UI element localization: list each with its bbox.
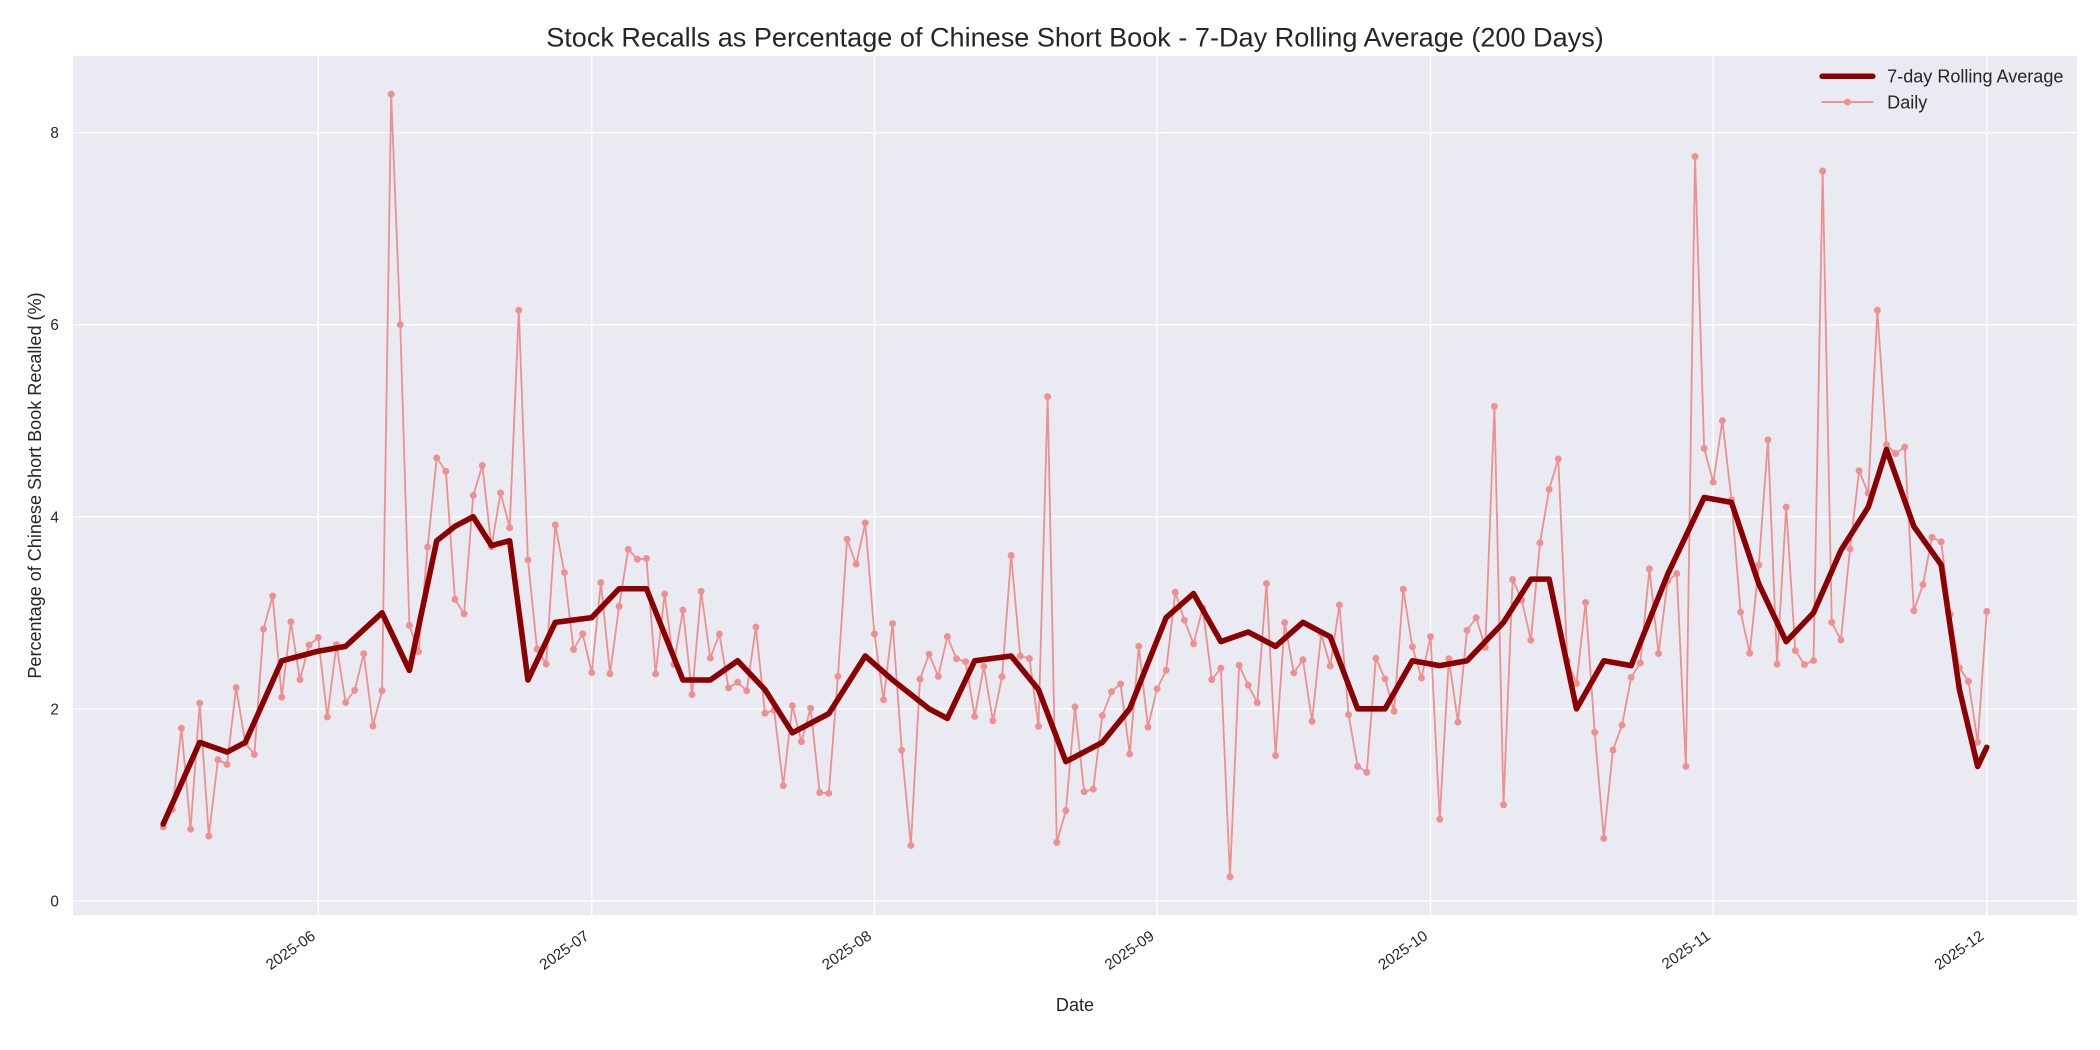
svg-text:8: 8 <box>50 125 59 142</box>
svg-text:Stock Recalls as Percentage of: Stock Recalls as Percentage of Chinese S… <box>546 22 1604 53</box>
svg-text:7-day Rolling Average: 7-day Rolling Average <box>1887 67 2063 87</box>
svg-text:2: 2 <box>50 701 59 718</box>
svg-text:Percentage of Chinese Short Bo: Percentage of Chinese Short Book Recalle… <box>25 292 45 678</box>
svg-text:Date: Date <box>1056 995 1094 1015</box>
svg-text:4: 4 <box>50 509 59 526</box>
svg-text:6: 6 <box>50 317 59 334</box>
svg-text:0: 0 <box>50 893 59 910</box>
svg-text:Daily: Daily <box>1887 92 1927 112</box>
